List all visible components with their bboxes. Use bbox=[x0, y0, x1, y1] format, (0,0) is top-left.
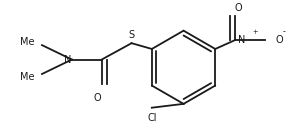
Text: +: + bbox=[252, 29, 258, 34]
Text: O: O bbox=[275, 35, 283, 45]
Text: O: O bbox=[93, 93, 101, 103]
Text: Me: Me bbox=[20, 72, 34, 82]
Text: Me: Me bbox=[20, 37, 34, 47]
Text: N: N bbox=[239, 35, 246, 45]
Text: O: O bbox=[235, 3, 242, 13]
Text: N: N bbox=[64, 55, 72, 65]
Text: -: - bbox=[283, 27, 286, 36]
Text: Cl: Cl bbox=[147, 113, 157, 124]
Text: S: S bbox=[128, 30, 135, 40]
